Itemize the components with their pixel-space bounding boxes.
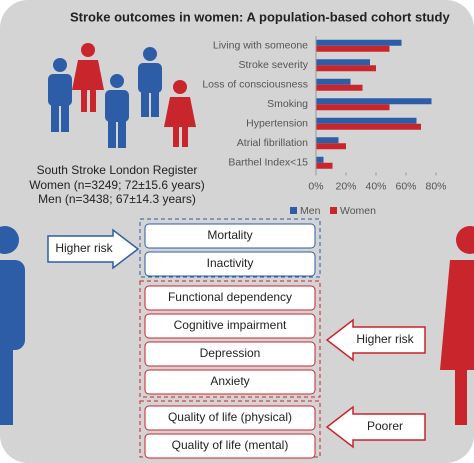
outcome-box	[144, 285, 316, 311]
outcome-box	[144, 405, 316, 431]
legend-swatch	[330, 207, 337, 214]
legend-swatch	[290, 207, 297, 214]
bar	[316, 117, 417, 124]
category-label: Loss of consciousness	[202, 79, 308, 91]
outcome-label: Quality of life (mental)	[172, 438, 289, 452]
bar	[316, 98, 432, 105]
arrow-label: Poorer	[367, 419, 403, 433]
x-tick-label: 80%	[425, 180, 446, 192]
category-label: Smoking	[267, 98, 308, 110]
woman-silhouette	[440, 226, 474, 425]
bar	[316, 45, 390, 52]
bar	[316, 137, 339, 144]
group-frame	[139, 280, 321, 398]
bar	[316, 162, 333, 169]
bar	[316, 123, 421, 130]
outcome-label: Anxiety	[210, 374, 249, 388]
outcome-label: Quality of life (physical)	[168, 410, 292, 424]
bar	[316, 104, 390, 111]
outcome-label: Depression	[200, 346, 261, 360]
outcome-box	[144, 251, 316, 277]
bar	[316, 65, 376, 72]
outcome-label: Inactivity	[207, 256, 254, 270]
outcome-box	[144, 223, 316, 249]
outcome-label: Functional dependency	[168, 290, 292, 304]
bar	[316, 39, 402, 46]
title: Stroke outcomes in women: A population-b…	[70, 9, 450, 24]
category-label: Atrial fibrillation	[237, 137, 308, 149]
x-tick-label: 40%	[365, 180, 386, 192]
outcome-box	[144, 369, 316, 395]
x-tick-label: 20%	[335, 180, 356, 192]
bar	[316, 59, 370, 66]
outcome-box	[144, 433, 316, 459]
outcome-box	[144, 313, 316, 339]
outcome-box	[144, 341, 316, 367]
category-label: Living with someone	[213, 40, 308, 52]
category-label: Hypertension	[246, 118, 308, 130]
register-name: South Stroke London Register	[37, 163, 198, 177]
people-icons	[48, 43, 196, 148]
x-tick-label: 0%	[308, 180, 323, 192]
category-label: Stroke severity	[239, 59, 309, 71]
legend-label: Women	[340, 205, 376, 217]
register-women: Women (n=3249; 72±15.6 years)	[29, 178, 204, 192]
outcome-label: Mortality	[207, 228, 252, 242]
category-label: Barthel Index<15	[228, 157, 308, 169]
arrow-right	[47, 228, 140, 270]
legend-label: Men	[300, 205, 321, 217]
outcome-label: Cognitive impairment	[174, 318, 287, 332]
bar	[316, 78, 351, 85]
register-men: Men (n=3438; 67±14.3 years)	[38, 192, 196, 206]
x-tick-label: 60%	[395, 180, 416, 192]
arrow-label: Higher risk	[356, 332, 414, 346]
bar	[316, 84, 363, 91]
arrow-left	[325, 405, 426, 449]
bar	[316, 156, 324, 163]
arrow-left	[325, 318, 426, 362]
arrow-label: Higher risk	[55, 241, 113, 255]
man-silhouette	[0, 226, 25, 425]
bar	[316, 143, 346, 150]
